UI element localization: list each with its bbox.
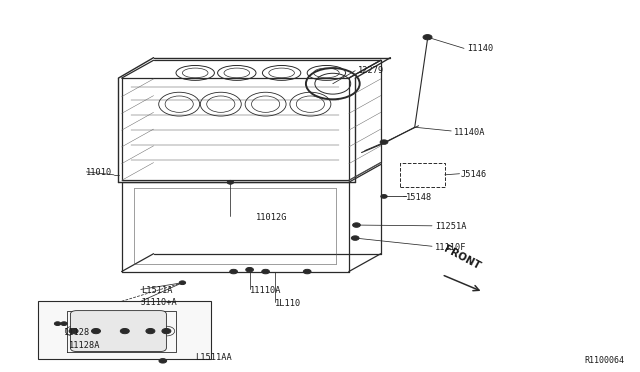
Circle shape <box>54 322 61 326</box>
Circle shape <box>92 328 100 334</box>
Circle shape <box>228 181 233 184</box>
Text: 12279: 12279 <box>358 66 385 75</box>
Text: I1251A: I1251A <box>435 222 467 231</box>
Circle shape <box>303 269 311 274</box>
Circle shape <box>381 195 387 198</box>
Circle shape <box>351 236 359 240</box>
Text: J5146: J5146 <box>461 170 487 179</box>
Text: 11128: 11128 <box>64 328 90 337</box>
Text: L1511A: L1511A <box>141 286 172 295</box>
Text: I1140: I1140 <box>467 44 493 53</box>
Circle shape <box>61 322 67 326</box>
Text: FRONT: FRONT <box>442 244 481 272</box>
Text: 15148: 15148 <box>406 193 433 202</box>
Text: J1110+A: J1110+A <box>141 298 177 307</box>
Text: 1L110: 1L110 <box>275 299 301 308</box>
Text: 11128A: 11128A <box>69 341 100 350</box>
Circle shape <box>262 269 269 274</box>
Bar <box>400 163 445 187</box>
Bar <box>38 301 211 359</box>
Circle shape <box>162 328 171 334</box>
Text: R1100064: R1100064 <box>584 356 624 365</box>
Circle shape <box>120 328 129 334</box>
Text: 11010: 11010 <box>86 169 112 177</box>
Circle shape <box>230 269 237 274</box>
FancyBboxPatch shape <box>70 311 166 352</box>
Text: 11110F: 11110F <box>435 243 467 252</box>
Circle shape <box>179 281 186 285</box>
Circle shape <box>227 180 234 184</box>
Text: L1511AA: L1511AA <box>195 353 232 362</box>
Circle shape <box>353 223 360 227</box>
Circle shape <box>423 35 432 40</box>
Circle shape <box>246 267 253 272</box>
Text: 11110A: 11110A <box>250 286 281 295</box>
Text: 11012G: 11012G <box>256 213 287 222</box>
Circle shape <box>380 140 388 144</box>
Circle shape <box>159 359 166 363</box>
Text: 11140A: 11140A <box>454 128 486 137</box>
Circle shape <box>146 328 155 334</box>
Circle shape <box>69 328 78 334</box>
